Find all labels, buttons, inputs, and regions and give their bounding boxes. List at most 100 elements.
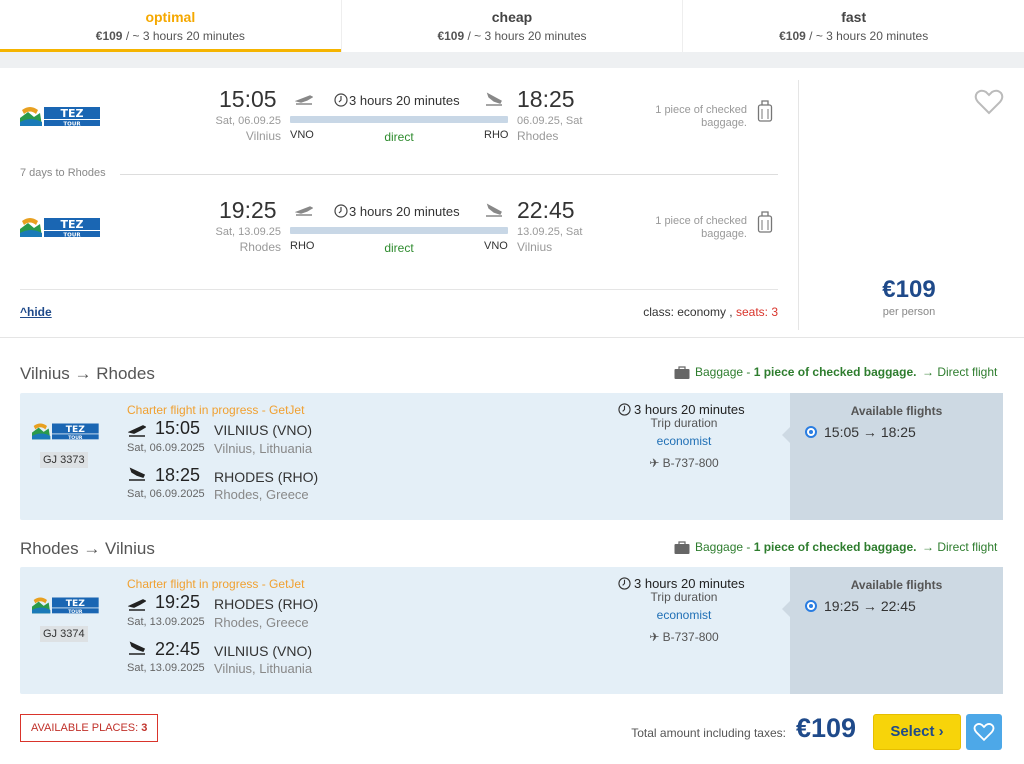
tab-title: optimal	[145, 9, 196, 25]
flight-number: GJ 3373	[40, 452, 88, 468]
tab-subtitle: €109 / ~ 3 hours 20 minutes	[95, 29, 245, 43]
favorite-button[interactable]	[966, 714, 1002, 750]
arrival-city: Rhodes, Greece	[214, 487, 309, 502]
departure-airport: VILNIUS (VNO)	[214, 422, 313, 438]
available-flights-title: Available flights	[850, 404, 943, 418]
departure-date: Sat, 06.09.25	[215, 115, 281, 127]
arrival-date: Sat, 06.09.2025	[127, 488, 205, 500]
price-panel	[798, 80, 1024, 330]
trip-duration-label: Trip duration	[650, 590, 718, 604]
available-flight-option[interactable]: 19:25 → 22:45	[805, 598, 916, 614]
hide-details-link[interactable]: ^hide	[20, 305, 52, 319]
arrival-airport: RHODES (RHO)	[214, 469, 319, 485]
arrival-time: 22:45	[155, 639, 201, 659]
tab-cheap[interactable]: cheap €109 / ~ 3 hours 20 minutes	[342, 0, 684, 52]
takeoff-icon	[295, 95, 313, 105]
arrival-airport: VILNIUS (VNO)	[214, 643, 313, 659]
per-person-label: per person	[882, 306, 936, 318]
arrival-time: 22:45	[517, 197, 575, 223]
departure-time: 15:05	[155, 418, 201, 438]
departure-code: RHO	[290, 240, 315, 252]
arrival-city: Vilnius, Lithuania	[214, 661, 313, 676]
departure-date: Sat, 06.09.2025	[127, 442, 205, 454]
flight-number: GJ 3374	[40, 626, 88, 642]
suitcase-icon	[674, 366, 690, 379]
tab-title: cheap	[491, 9, 533, 25]
arrival-code: RHO	[484, 129, 509, 141]
suitcase-icon	[757, 211, 773, 233]
cabin-class: economist	[656, 434, 712, 448]
trip-duration: 3 hours 20 minutes	[634, 402, 745, 417]
aircraft-type: ✈ B-737-800	[649, 630, 719, 644]
tez-tour-logo	[20, 218, 100, 239]
sort-tabs: optimal €109 / ~ 3 hours 20 minutes chea…	[0, 0, 1024, 52]
radio-selected[interactable]	[805, 426, 817, 438]
baggage-info: 1 piece of checked baggage.	[655, 215, 747, 240]
tez-tour-logo	[32, 597, 99, 615]
direct-flight-label: → Direct flight	[922, 540, 998, 554]
section-title: Vilnius → Rhodes	[20, 364, 155, 383]
outbound-leg: 15:05 Sat, 06.09.25 Vilnius 3 hours 20 m…	[0, 86, 790, 156]
available-flights-title: Available flights	[850, 578, 943, 592]
heart-icon	[973, 723, 995, 742]
landing-icon	[486, 203, 502, 217]
tab-subtitle: €109 / ~ 3 hours 20 minutes	[437, 29, 587, 43]
heart-icon[interactable]	[974, 88, 1004, 116]
baggage-info: 1 piece of checked baggage.	[655, 104, 747, 129]
departure-time: 15:05	[219, 86, 277, 112]
departure-date: Sat, 13.09.2025	[127, 616, 205, 628]
suitcase-icon	[674, 541, 690, 554]
tab-subtitle: €109 / ~ 3 hours 20 minutes	[779, 29, 929, 43]
arrival-time: 18:25	[155, 465, 201, 485]
flight-duration: 3 hours 20 minutes	[349, 93, 460, 108]
trip-duration: 3 hours 20 minutes	[634, 576, 745, 591]
total-price: €109	[796, 713, 857, 743]
departure-city: Rhodes, Greece	[214, 615, 309, 630]
route-track	[290, 227, 508, 234]
tab-fast[interactable]: fast €109 / ~ 3 hours 20 minutes	[683, 0, 1024, 52]
direct-label: direct	[384, 130, 414, 144]
route-track	[290, 116, 508, 123]
departure-city: Vilnius, Lithuania	[214, 441, 313, 456]
tabs-divider	[0, 52, 1024, 68]
available-flights-panel: Available flights 15:05 → 18:25	[782, 393, 1003, 520]
departure-date: Sat, 13.09.25	[215, 226, 281, 238]
section-title: Rhodes → Vilnius	[20, 539, 155, 558]
arrival-city: Vilnius	[517, 240, 553, 254]
baggage-summary: Baggage - 1 piece of checked baggage.	[695, 540, 917, 554]
takeoff-icon	[128, 425, 146, 437]
stay-duration: 7 days to Rhodes	[20, 167, 106, 179]
clock-icon	[618, 403, 631, 416]
available-flight-option[interactable]: 15:05 → 18:25	[805, 424, 916, 440]
flight-summary-card: 15:05 Sat, 06.09.25 Vilnius 3 hours 20 m…	[0, 68, 1024, 338]
departure-city: Vilnius	[245, 129, 281, 143]
flight-duration: 3 hours 20 minutes	[349, 204, 460, 219]
radio-selected[interactable]	[805, 600, 817, 612]
trip-duration-label: Trip duration	[650, 416, 718, 430]
tab-title: fast	[841, 9, 867, 25]
select-button[interactable]: Select ›	[873, 714, 961, 750]
departure-airport: RHODES (RHO)	[214, 596, 319, 612]
direct-flight-label: → Direct flight	[922, 365, 998, 379]
arrival-date: Sat, 13.09.2025	[127, 662, 205, 674]
departure-code: VNO	[290, 129, 314, 141]
divider	[20, 289, 778, 290]
arrival-code: VNO	[484, 240, 508, 252]
available-flights-panel: Available flights 19:25 → 22:45	[782, 567, 1003, 694]
arrival-city: Rhodes	[517, 129, 559, 143]
aircraft-type: ✈ B-737-800	[649, 456, 719, 470]
tab-optimal[interactable]: optimal €109 / ~ 3 hours 20 minutes	[0, 0, 342, 52]
tez-tour-logo	[32, 423, 99, 441]
clock-icon	[334, 93, 348, 107]
price-total: €109	[882, 276, 936, 303]
charter-notice: Charter flight in progress - GetJet	[127, 577, 305, 591]
suitcase-icon	[757, 100, 773, 122]
arrival-date: 06.09.25, Sat	[517, 115, 583, 127]
direct-label: direct	[384, 241, 414, 255]
available-places-badge: AVAILABLE PLACES: 3	[20, 714, 159, 742]
arrival-date: 13.09.25, Sat	[517, 226, 583, 238]
cabin-class: economist	[656, 608, 712, 622]
departure-time: 19:25	[219, 197, 277, 223]
inbound-leg: 19:25 Sat, 13.09.25 Rhodes 3 hours 20 mi…	[0, 197, 790, 267]
charter-notice: Charter flight in progress - GetJet	[127, 403, 305, 417]
